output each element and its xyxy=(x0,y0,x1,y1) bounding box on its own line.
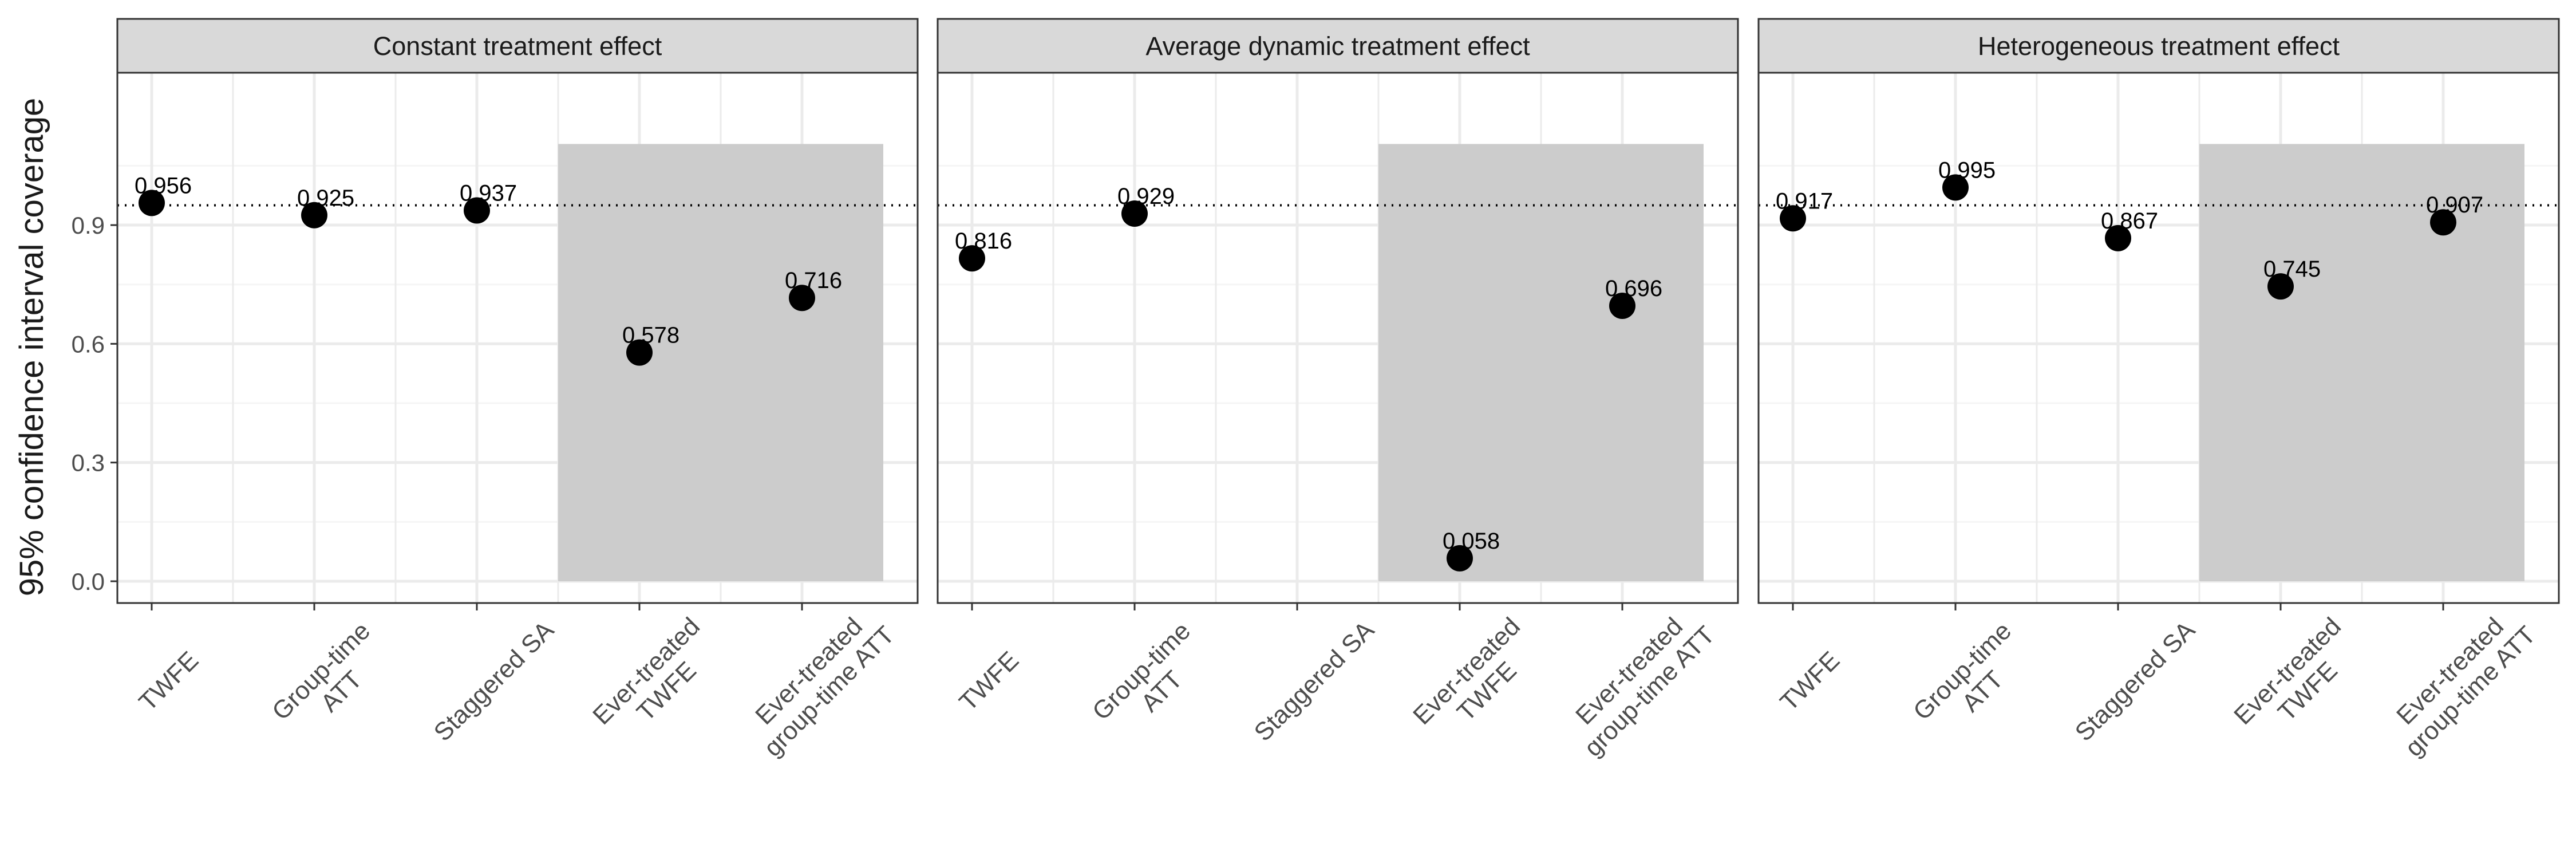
facet-strip xyxy=(1757,18,2560,74)
y-tick-label: 0.0 xyxy=(72,568,105,595)
data-label: 0.058 xyxy=(1443,529,1500,554)
x-tick-label: TWFE xyxy=(1775,646,1845,716)
x-tick-label-line: Group-time xyxy=(267,617,376,726)
data-point xyxy=(2105,224,2131,251)
panel-2: 0.816 0.929 0.058 0.696 Average dynamic trea… xyxy=(937,18,1739,762)
x-tick-label-line: Staggered SA xyxy=(1249,616,1380,747)
data-point xyxy=(1609,293,1635,320)
data-point xyxy=(464,197,490,224)
data-label: 0.578 xyxy=(622,323,679,348)
x-tick-label: Staggered SA xyxy=(2070,616,2201,747)
data-point xyxy=(626,339,653,366)
data-point xyxy=(301,202,327,228)
y-tick-label: 0.3 xyxy=(72,450,105,476)
data-label: 0.917 xyxy=(1776,188,1833,214)
x-tick-label: Ever-treatedTWFE xyxy=(587,612,725,750)
data-point xyxy=(2267,273,2294,300)
panel-1: 0.956 0.925 0.937 0.578 0.716 Constant treatm… xyxy=(72,18,919,762)
data-point xyxy=(789,285,815,312)
data-label: 0.907 xyxy=(2426,192,2483,218)
y-axis-title: 95% confidence interval coverage xyxy=(13,98,50,597)
x-tick-label: Ever-treatedgroup-time ATT xyxy=(1559,601,1720,762)
y-tick-label: 0.6 xyxy=(72,330,105,357)
x-tick-label: Group-timeATT xyxy=(1087,617,1216,746)
data-label: 0.956 xyxy=(135,173,192,198)
data-point xyxy=(2430,209,2456,236)
x-tick-label: TWFE xyxy=(133,646,204,716)
data-point xyxy=(139,190,165,216)
shaded-region xyxy=(558,144,883,581)
data-point xyxy=(1447,545,1473,572)
facet-title: Heterogeneous treatment effect xyxy=(1978,31,2340,61)
x-tick-label-line: Staggered SA xyxy=(429,616,560,747)
x-tick-label-line: TWFE xyxy=(1775,646,1845,716)
data-label: 0.995 xyxy=(1938,157,1996,183)
shaded-region xyxy=(2199,144,2524,581)
data-label: 0.929 xyxy=(1117,184,1175,209)
data-point xyxy=(959,245,985,272)
x-tick-label: TWFE xyxy=(954,646,1024,716)
facet-title: Average dynamic treatment effect xyxy=(1145,31,1530,61)
x-tick-label-line: Staggered SA xyxy=(2070,616,2201,747)
x-tick-label: Group-timeATT xyxy=(1908,617,2037,746)
data-point xyxy=(1942,174,1969,201)
x-tick-label: Staggered SA xyxy=(429,616,560,747)
data-label: 0.925 xyxy=(297,186,354,211)
x-tick-label: Group-timeATT xyxy=(267,617,396,746)
x-tick-label: Ever-treatedgroup-time ATT xyxy=(2380,601,2541,762)
shaded-region xyxy=(1378,144,1704,581)
facet-title: Constant treatment effect xyxy=(373,31,662,61)
x-tick-label-line: TWFE xyxy=(133,646,204,716)
data-point xyxy=(1780,205,1806,232)
x-tick-label-line: Group-time xyxy=(1908,617,2017,726)
x-tick-label-line: Group-time xyxy=(1087,617,1196,726)
panels: 0.956 0.925 0.937 0.578 0.716 Constant treatm… xyxy=(72,18,2560,762)
y-tick-label: 0.9 xyxy=(72,212,105,239)
panel-3: 0.917 0.995 0.867 0.745 0.907 Heterogeneous t… xyxy=(1757,18,2560,762)
data-label: 0.867 xyxy=(2101,208,2158,234)
data-label: 0.937 xyxy=(460,180,517,206)
facet-strip xyxy=(937,18,1739,74)
x-tick-label: Ever-treatedTWFE xyxy=(2229,612,2366,750)
data-point xyxy=(1121,200,1148,227)
x-tick-label: Ever-treatedTWFE xyxy=(1408,612,1546,750)
facet-strip xyxy=(116,18,919,74)
x-tick-label: Staggered SA xyxy=(1249,616,1380,747)
x-tick-label-line: TWFE xyxy=(954,646,1024,716)
data-label: 0.696 xyxy=(1605,276,1662,301)
x-tick-label: Ever-treatedgroup-time ATT xyxy=(738,601,900,762)
data-label: 0.816 xyxy=(955,228,1012,254)
data-label: 0.716 xyxy=(785,268,842,293)
data-label: 0.745 xyxy=(2263,257,2321,282)
